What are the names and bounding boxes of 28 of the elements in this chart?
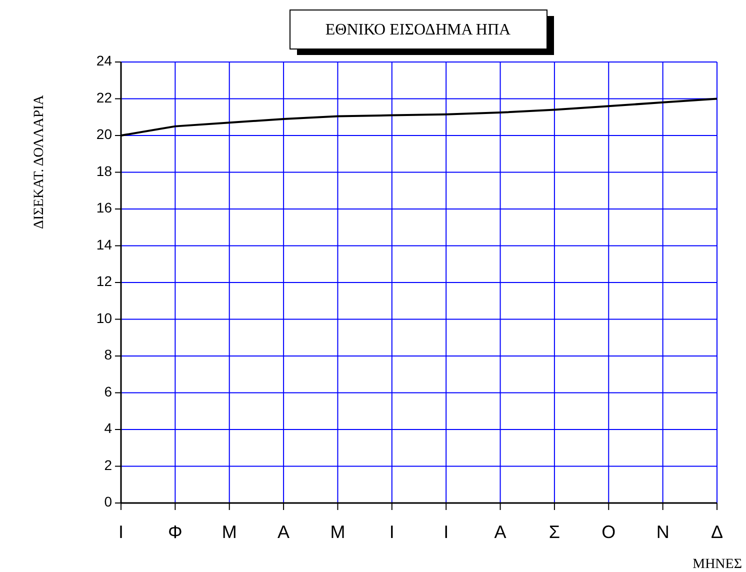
x-axis-title: ΜΗΝΕΣ xyxy=(692,557,742,572)
x-tick-label: Δ xyxy=(710,522,724,542)
x-tick-label: Ν xyxy=(656,522,670,542)
x-tick-label: Μ xyxy=(330,522,346,542)
chart-title: ΕΘΝΙΚΟ ΕΙΣΟΔΗΜΑ ΗΠΑ xyxy=(325,22,512,39)
y-tick-label: 22 xyxy=(96,89,112,106)
y-tick-label: 12 xyxy=(96,273,112,290)
x-tick-label: Ι xyxy=(118,522,124,542)
x-tick-label: Α xyxy=(278,522,290,542)
x-tick-label: Ι xyxy=(444,522,449,542)
x-tick-label: Α xyxy=(494,522,506,542)
y-tick-label: 8 xyxy=(104,346,112,363)
x-tick-label: Ο xyxy=(602,522,616,542)
y-axis-title: ΔΙΣΕΚΑΤ. ΔΟΛΛΑΡΙΑ xyxy=(32,94,48,229)
y-tick-label: 2 xyxy=(104,456,112,473)
y-tick-label: 10 xyxy=(96,310,112,326)
y-tick-label: 16 xyxy=(96,200,112,216)
y-tick-label: 6 xyxy=(104,383,112,400)
y-tick-label: 18 xyxy=(96,162,112,179)
x-tick-label: Φ xyxy=(168,522,182,542)
y-tick-label: 24 xyxy=(96,52,112,69)
y-tick-label: 0 xyxy=(104,494,112,510)
x-tick-label: Ι xyxy=(389,522,394,542)
x-tick-label: Σ xyxy=(548,522,560,542)
y-tick-label: 4 xyxy=(104,420,112,436)
x-tick-label: Μ xyxy=(222,522,237,542)
y-tick-label: 20 xyxy=(96,126,112,142)
y-tick-label: 14 xyxy=(96,236,112,252)
